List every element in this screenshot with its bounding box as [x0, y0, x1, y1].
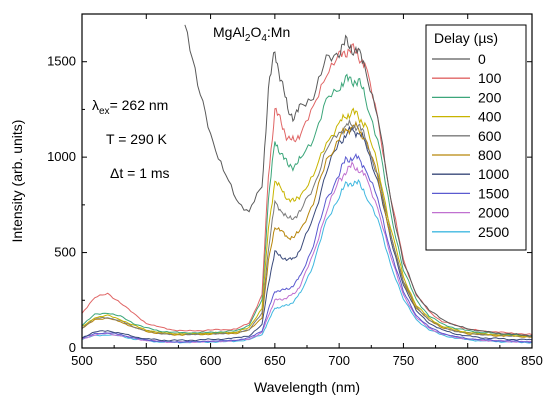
legend-label-100: 100: [478, 70, 502, 86]
series-line-100: [82, 43, 532, 336]
x-tick-label: 600: [200, 353, 222, 368]
annotation-gate: Δt = 1 ms: [110, 165, 170, 181]
legend-label-800: 800: [478, 147, 502, 163]
y-tick-label: 1000: [47, 149, 76, 164]
legend-label-2500: 2500: [478, 224, 509, 240]
x-axis-label: Wavelength (nm): [254, 379, 360, 395]
legend-label-200: 200: [478, 89, 502, 105]
legend-label-0: 0: [478, 51, 486, 67]
legend-title: Delay (µs): [434, 30, 498, 46]
x-tick-label: 850: [521, 353, 543, 368]
legend-label-400: 400: [478, 109, 502, 125]
x-tick-label: 650: [264, 353, 286, 368]
y-tick-label: 1500: [47, 54, 76, 69]
x-tick-label: 750: [393, 353, 415, 368]
series-line-600: [82, 118, 532, 338]
x-tick-label: 700: [328, 353, 350, 368]
legend-label-1500: 1500: [478, 185, 509, 201]
series-line-2500: [82, 178, 532, 344]
series-line-0: [184, 24, 532, 337]
legend: Delay (µs) 0 100 200 400 600 800 1000 1500 2000 2…: [425, 24, 527, 251]
annotation-excitation: λex= 262 nm: [92, 97, 168, 117]
y-axis-label: Intensity (arb. units): [9, 120, 25, 243]
legend-label-1000: 1000: [478, 166, 509, 182]
annotation-temperature: T = 290 K: [106, 131, 168, 147]
legend-label-600: 600: [478, 128, 502, 144]
y-tick-label: 0: [69, 340, 76, 355]
legend-items: 0 100 200 400 600 800 1000 1500 2000 2500: [432, 51, 509, 240]
x-tick-label: 550: [135, 353, 157, 368]
x-tick-label: 500: [71, 353, 93, 368]
series-line-200: [82, 73, 532, 337]
y-tick-label: 500: [54, 245, 76, 260]
series-line-400: [82, 107, 532, 338]
series-layer: [82, 24, 532, 344]
legend-label-2000: 2000: [478, 205, 509, 221]
x-tick-label: 800: [457, 353, 479, 368]
axis-layer: 500 550 600 650 700 750 800 850050010001500Wave…: [9, 14, 543, 395]
series-line-1000: [82, 125, 532, 342]
annotation-material: MgAl2O4:Mn: [213, 24, 290, 44]
